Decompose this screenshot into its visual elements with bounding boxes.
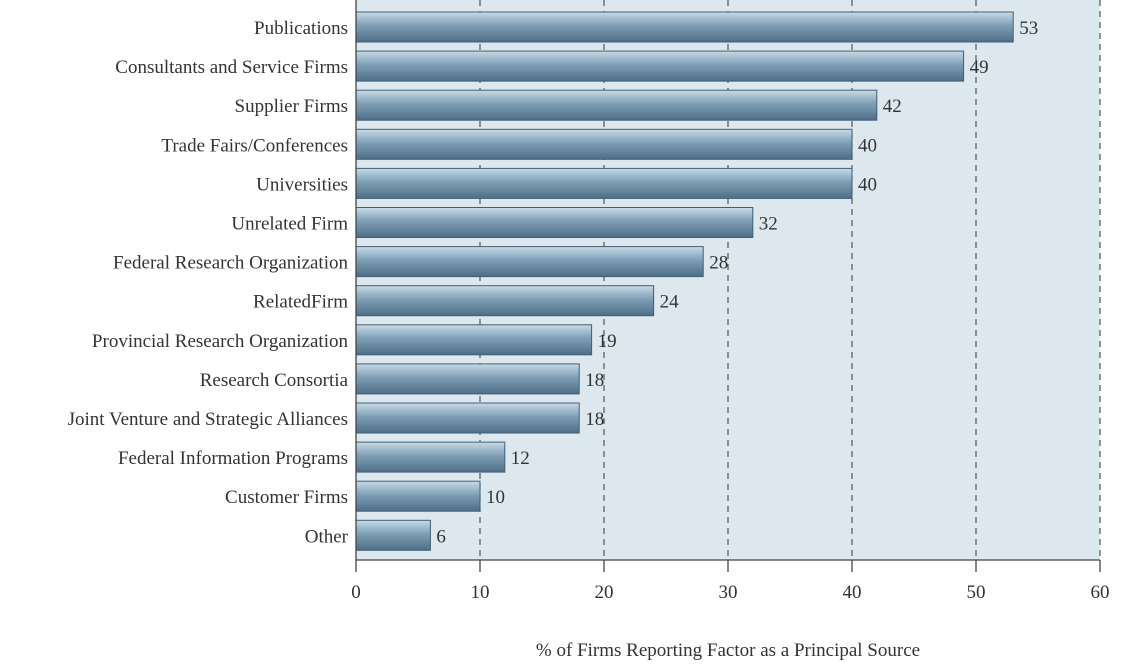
bar [355,285,655,317]
x-tick-label: 0 [351,582,361,603]
data-label: 12 [511,448,530,469]
category-label: Federal Research Organization [113,253,348,274]
bar [355,480,481,512]
bar [355,519,431,551]
bar [355,167,853,199]
data-label: 19 [598,331,617,352]
data-label: 24 [660,292,680,313]
bar [355,128,853,160]
bar [355,402,580,434]
x-tick-label: 10 [471,582,490,603]
data-label: 28 [709,253,728,274]
data-label: 49 [970,57,989,78]
data-label: 18 [585,370,604,391]
x-tick-label: 50 [967,582,986,603]
data-labels: 53 49 42 40 40 32 28 24 19 18 18 12 10 6 [436,18,1038,547]
data-label: 32 [759,214,778,235]
category-label: Consultants and Service Firms [115,57,348,78]
bars [355,11,1014,551]
category-label: Publications [254,18,348,39]
data-label: 40 [858,174,877,195]
data-label: 18 [585,409,604,430]
x-tick-label: 30 [719,582,738,603]
data-label: 42 [883,96,902,117]
x-tick-label: 60 [1091,582,1110,603]
bar [355,11,1014,43]
category-labels: Publications Consultants and Service Firm… [68,18,349,547]
category-label: Customer Firms [225,487,348,508]
bar [355,441,506,473]
category-label: Federal Information Programs [118,448,348,469]
category-label: Universities [256,174,348,195]
x-axis-title: % of Firms Reporting Factor as a Princip… [536,640,920,661]
x-tick-label: 20 [595,582,614,603]
bar [355,50,965,82]
category-label: Provincial Research Organization [92,331,349,352]
category-label: Unrelated Firm [231,214,348,235]
category-label: Joint Venture and Strategic Alliances [68,409,348,430]
x-tick-label: 40 [843,582,862,603]
x-axis: 0 10 20 30 40 50 60 [351,0,1110,603]
category-label: RelatedFirm [253,292,348,313]
category-label: Other [305,526,349,547]
data-label: 40 [858,135,877,156]
category-label: Research Consortia [200,370,349,391]
bar [355,89,878,121]
category-label: Trade Fairs/Conferences [161,135,348,156]
category-label: Supplier Firms [235,96,348,117]
bar [355,363,580,395]
data-label: 6 [436,526,446,547]
bar [355,246,704,278]
data-label: 10 [486,487,505,508]
bar [355,324,593,356]
bar [355,207,754,238]
data-label: 53 [1019,18,1038,39]
